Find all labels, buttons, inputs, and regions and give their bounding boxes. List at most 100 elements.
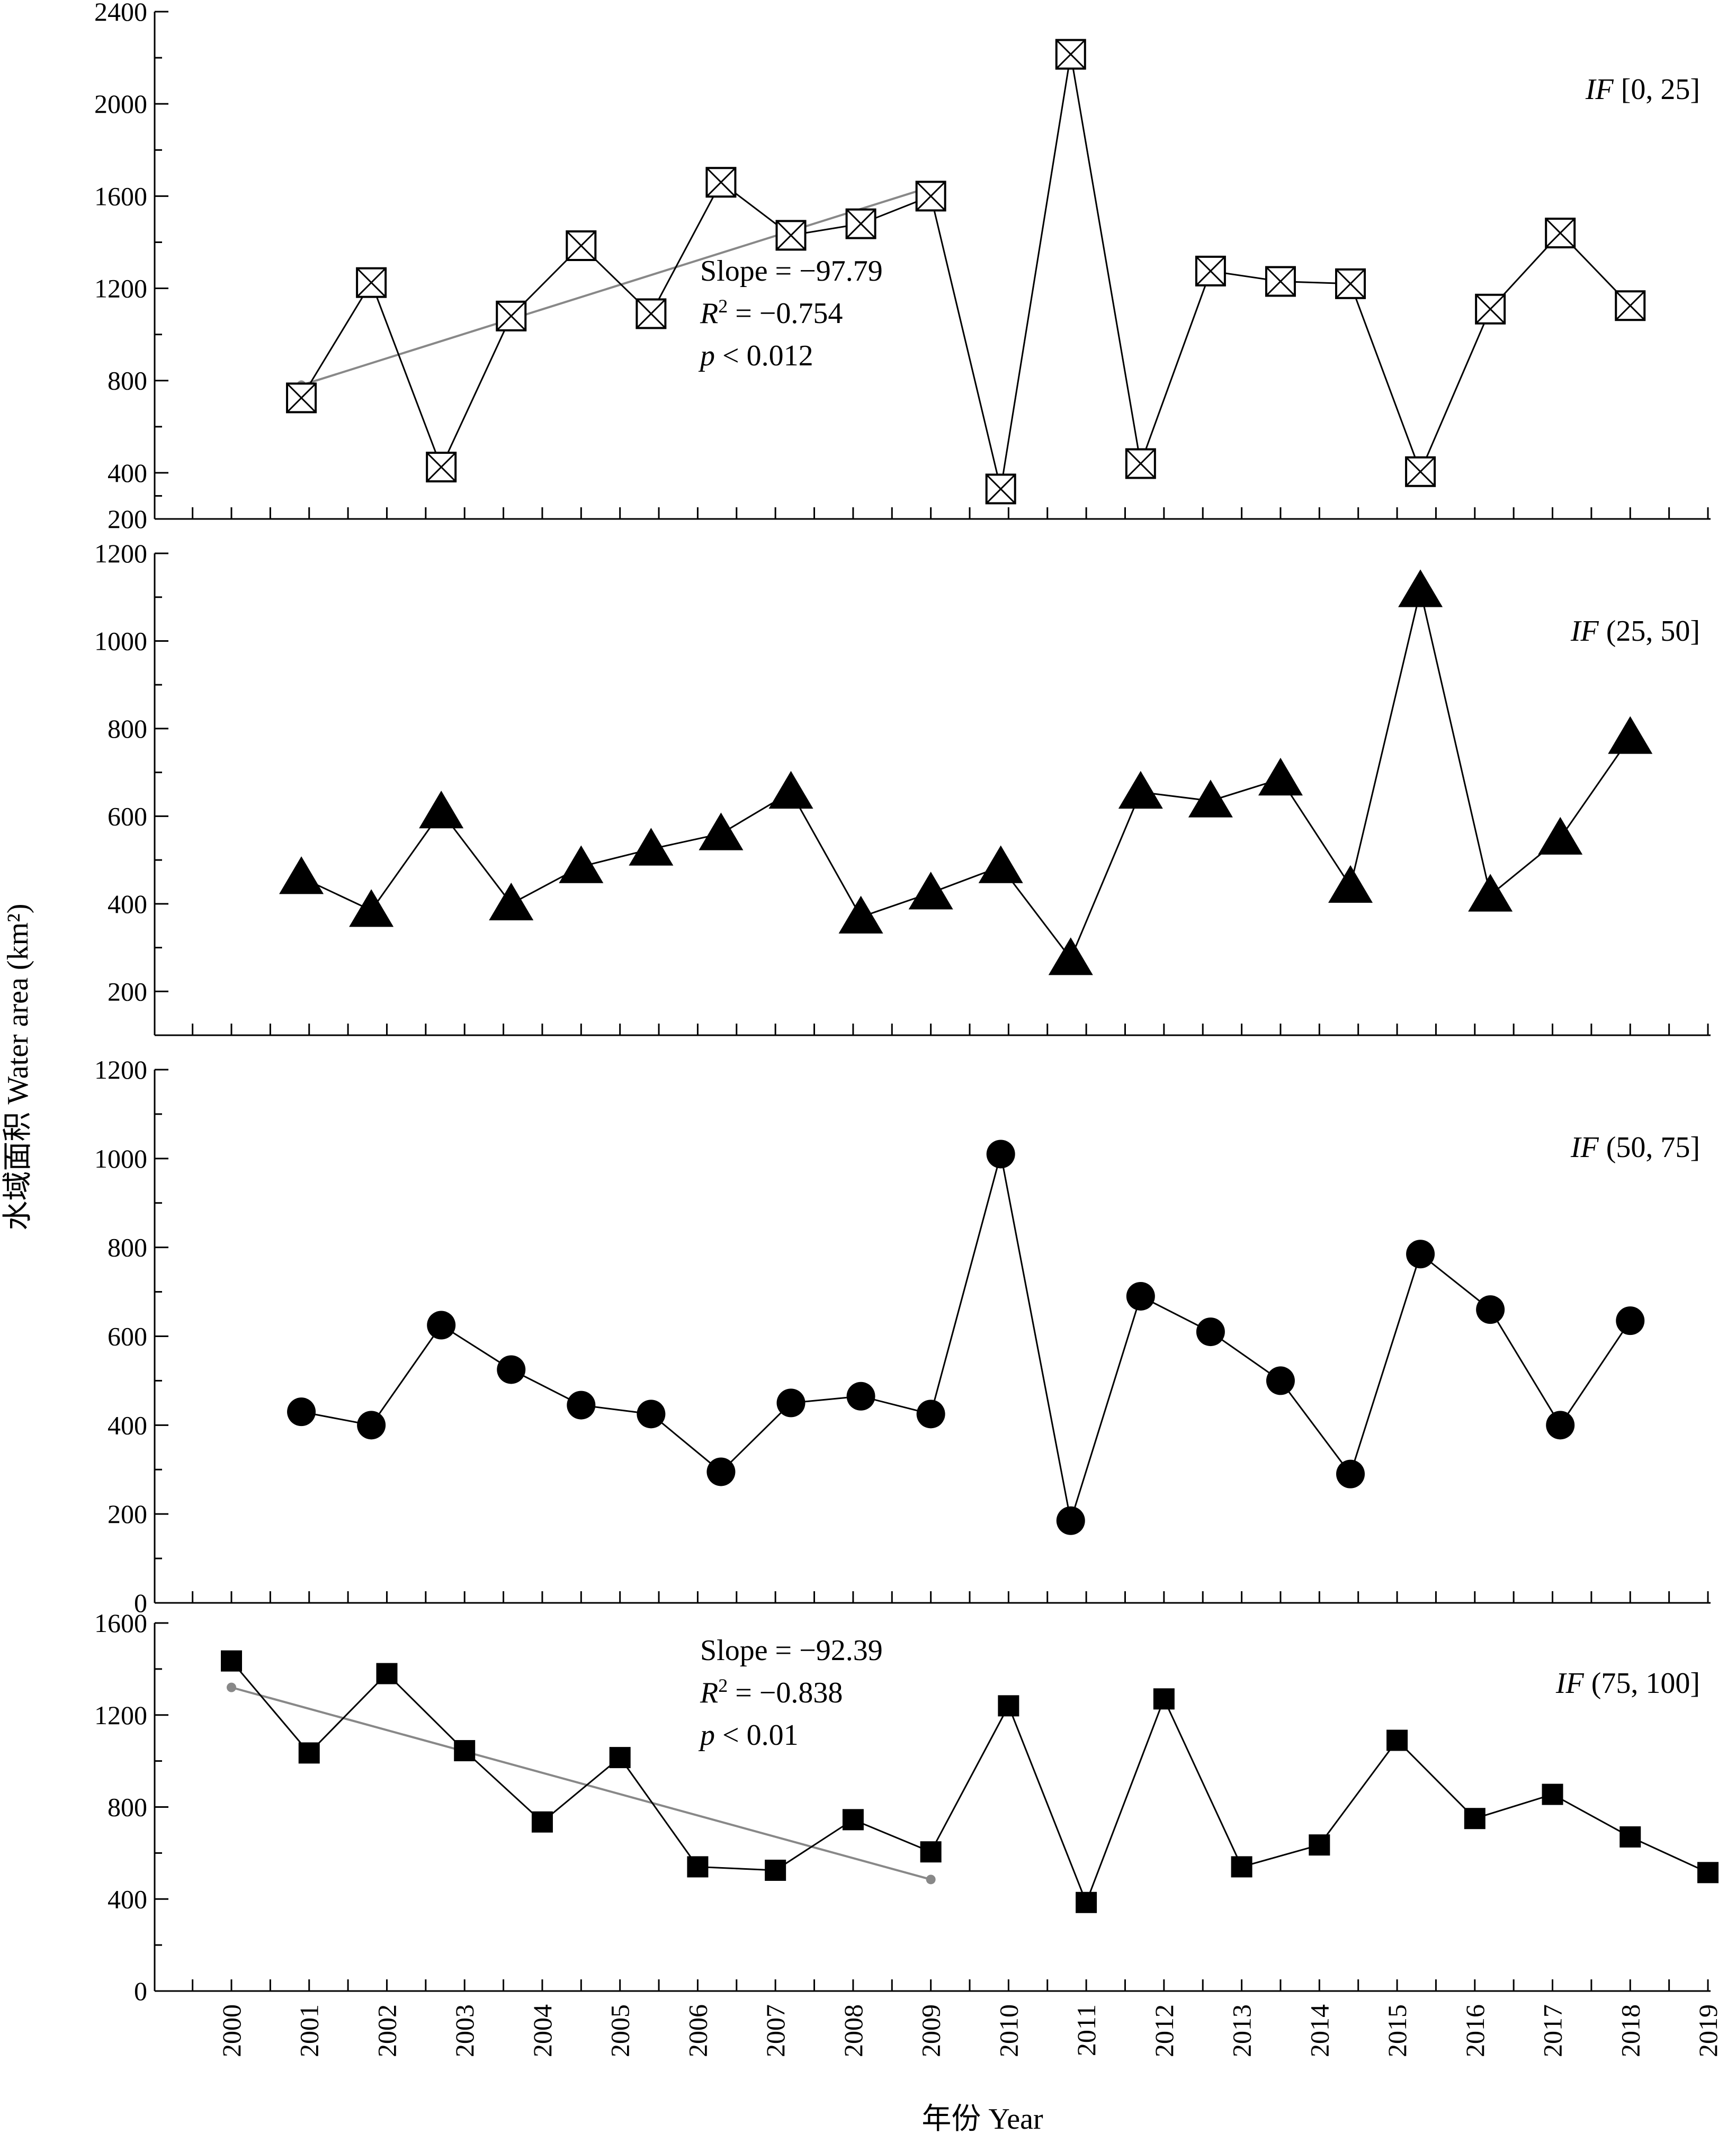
panel-label-range: (75, 100] — [1584, 1667, 1700, 1700]
stat-p-symbol: p — [698, 339, 715, 372]
x-tick-label: 2009 — [916, 2004, 946, 2057]
panel-label-prefix: IF — [1585, 73, 1614, 106]
x-tick-label: 2012 — [1149, 2004, 1179, 2057]
marker-cross-b — [1265, 266, 1296, 297]
x-tick-label: 2001 — [294, 2004, 324, 2057]
marker-cross-b — [426, 452, 457, 482]
trend-start-dot — [227, 1682, 236, 1692]
y-tick-label: 200 — [108, 504, 147, 534]
data-point — [349, 889, 394, 927]
panel-label: IF [0, 25] — [1585, 73, 1700, 106]
data-point — [636, 298, 667, 329]
data-point — [637, 1400, 666, 1429]
series-line — [301, 590, 1631, 961]
stat-slope: Slope = −97.79 — [700, 255, 883, 288]
data-point — [566, 230, 597, 261]
data-point — [1546, 1411, 1575, 1440]
data-point — [427, 1311, 456, 1340]
data-point — [1697, 1862, 1719, 1884]
x-tick-label: 2005 — [605, 2004, 635, 2057]
y-tick-label: 1600 — [94, 181, 147, 211]
data-point — [846, 1382, 875, 1411]
y-tick-label: 1000 — [94, 626, 147, 656]
data-point — [1336, 1459, 1365, 1489]
stat-r2: R2 = −0.838 — [700, 1675, 843, 1709]
data-point — [559, 845, 604, 883]
marker-cross-b — [1406, 456, 1436, 487]
marker-cross-b — [1055, 39, 1086, 69]
marker-cross-b — [636, 299, 666, 329]
data-point — [489, 882, 534, 921]
data-point — [1615, 290, 1646, 321]
panel-label: IF (50, 75] — [1570, 1131, 1700, 1164]
panel-label-prefix: IF — [1570, 615, 1599, 648]
data-point — [531, 1811, 553, 1833]
data-point — [426, 452, 457, 483]
data-point — [1309, 1834, 1330, 1856]
trend-line — [231, 1686, 932, 1881]
y-tick-label: 200 — [108, 1499, 147, 1529]
stat-p: p < 0.012 — [698, 339, 813, 372]
data-point — [1542, 1783, 1563, 1805]
data-point — [221, 1650, 242, 1672]
series-line — [300, 54, 1631, 489]
data-point — [1231, 1856, 1252, 1878]
x-tick-label: 2002 — [372, 2004, 401, 2057]
data-point — [609, 1747, 631, 1769]
data-point — [908, 872, 953, 910]
data-point — [1405, 456, 1436, 487]
data-point — [454, 1740, 476, 1762]
data-point — [986, 1140, 1015, 1169]
x-tick-label: 2006 — [683, 2004, 712, 2057]
marker-cross-b — [706, 167, 736, 198]
y-tick-label: 1000 — [94, 1144, 147, 1173]
panel-4: 0 400 800 1200 1600 IF (75, 100] Slope = −92.3… — [94, 1608, 1719, 2006]
stat-p-value: < 0.012 — [715, 339, 813, 372]
panel-2: 200 400 600 800 1000 1200 IF (25, 50] — [94, 539, 1711, 1036]
x-tick-label: 2004 — [527, 2004, 557, 2057]
y-tick-label: 400 — [108, 889, 147, 919]
panel-label: IF (25, 50] — [1570, 615, 1700, 648]
data-point — [706, 1457, 736, 1486]
data-point — [1196, 1317, 1225, 1347]
data-point — [1538, 817, 1583, 855]
data-point — [298, 1742, 320, 1764]
marker-cross-b — [1475, 294, 1506, 324]
data-point — [1335, 268, 1366, 299]
y-tick-label: 0 — [134, 1976, 147, 2006]
trend-end-dot — [926, 1875, 936, 1885]
data-point — [1398, 569, 1443, 607]
data-point — [1476, 1295, 1505, 1324]
data-point — [1048, 937, 1093, 975]
data-point — [1616, 1306, 1645, 1335]
y-tick-label: 1200 — [94, 1055, 147, 1084]
marker-cross-b — [846, 209, 876, 239]
data-point — [1153, 1688, 1175, 1710]
stat-slope: Slope = −92.39 — [700, 1634, 883, 1667]
data-point — [1266, 1366, 1295, 1395]
data-point — [1464, 1808, 1486, 1830]
stat-r-value: = −0.754 — [728, 297, 843, 330]
y-tick-label: 600 — [108, 801, 147, 831]
data-point — [419, 791, 464, 829]
x-tick-label: 2018 — [1615, 2004, 1645, 2057]
data-point — [1258, 758, 1303, 796]
panel-label-range: [0, 25] — [1614, 73, 1700, 106]
data-point — [1328, 865, 1373, 903]
data-point — [1475, 293, 1506, 325]
stat-r-symbol: R — [700, 297, 718, 330]
x-tick-label: 2013 — [1227, 2004, 1257, 2057]
data-point — [1055, 39, 1086, 70]
x-tick-label: 2014 — [1304, 2004, 1334, 2057]
data-point — [776, 1388, 806, 1418]
data-point — [768, 770, 813, 809]
data-point — [1125, 448, 1156, 479]
data-point — [1406, 1240, 1435, 1269]
data-point — [1195, 255, 1226, 286]
data-point — [985, 473, 1016, 505]
data-point — [287, 1397, 316, 1427]
y-tick-label: 0 — [134, 1588, 147, 1618]
y-tick-label: 1200 — [94, 274, 147, 303]
data-point — [279, 856, 324, 894]
